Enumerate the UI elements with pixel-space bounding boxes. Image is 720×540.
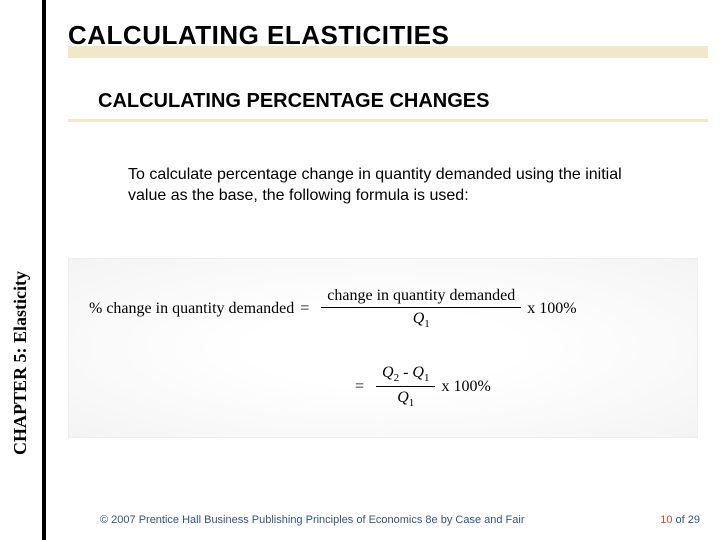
title-wrap: CALCULATING ELASTICITIES	[68, 20, 710, 51]
q1b-sub: 1	[424, 372, 430, 384]
fraction-1-num: change in quantity demanded	[321, 287, 521, 308]
footer-page: 10 of 29	[660, 514, 700, 526]
body-text: To calculate percentage change in quanti…	[128, 165, 648, 207]
page-of: of	[672, 514, 687, 526]
footer: © 2007 Prentice Hall Business Publishing…	[100, 514, 700, 526]
fraction-1: change in quantity demanded Q1	[321, 287, 521, 330]
formula-panel: % change in quantity demanded = change i…	[68, 258, 698, 438]
subtitle-bar: CALCULATING PERCENTAGE CHANGES	[68, 82, 708, 122]
chapter-label: CHAPTER 5: Elasticity	[10, 271, 31, 455]
q2-symbol: Q	[382, 364, 394, 381]
equals-sign-2: =	[355, 378, 364, 396]
q-sub-1: 1	[424, 318, 430, 330]
q-symbol-1: Q	[413, 310, 425, 327]
formula-line-1: % change in quantity demanded = change i…	[89, 287, 679, 330]
fraction-2: Q2 - Q1 Q1	[376, 364, 435, 409]
slide: CALCULATING ELASTICITIES CALCULATING PER…	[0, 0, 720, 540]
vertical-divider	[42, 0, 46, 540]
q1b-symbol: Q	[412, 364, 424, 381]
times-100-a: x 100%	[527, 300, 576, 318]
page-total: 29	[688, 514, 700, 526]
fraction-2-den: Q1	[397, 387, 414, 409]
q-symbol-2: Q	[397, 389, 409, 406]
page-current: 10	[660, 514, 672, 526]
subtitle: CALCULATING PERCENTAGE CHANGES	[98, 90, 489, 113]
page-title: CALCULATING ELASTICITIES	[68, 20, 710, 51]
chapter-label-text: CHAPTER 5: Elasticity	[10, 271, 30, 455]
minus-sign: -	[399, 364, 412, 381]
footer-copyright: © 2007 Prentice Hall Business Publishing…	[100, 514, 524, 526]
equals-sign-1: =	[300, 300, 309, 318]
fraction-1-den: Q1	[413, 308, 430, 330]
formula-lhs: % change in quantity demanded	[89, 300, 294, 318]
times-100-b: x 100%	[441, 378, 490, 396]
q-sub-2: 1	[409, 397, 415, 409]
fraction-2-num: Q2 - Q1	[376, 364, 435, 387]
formula-line-2: = Q2 - Q1 Q1 x 100%	[349, 364, 491, 409]
